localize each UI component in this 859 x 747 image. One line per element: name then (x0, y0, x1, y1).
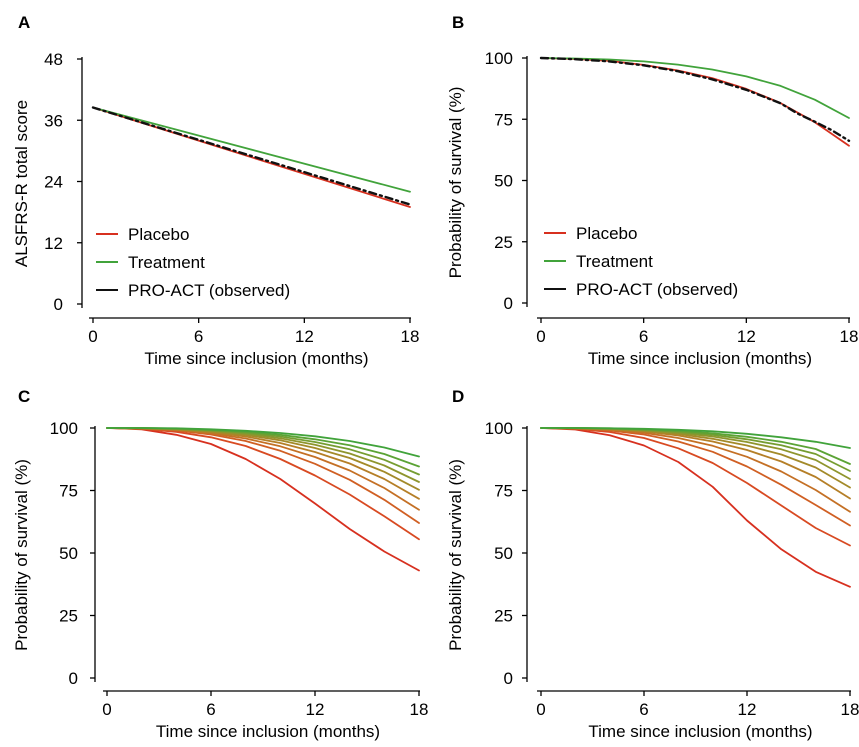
legend-label: Placebo (128, 225, 189, 244)
y-tick-label: 100 (485, 419, 513, 438)
x-axis-title: Time since inclusion (months) (588, 349, 812, 368)
x-axis-title: Time since inclusion (months) (156, 722, 380, 741)
legend-label: Treatment (128, 253, 205, 272)
panel-d: D 0 25 50 75 100 0 6 12 18 Time since inclusion (m… (446, 387, 859, 741)
y-tick-label: 75 (494, 482, 513, 501)
panel-a: A 0 12 24 36 48 0 6 12 18 Time since inclusion (mo… (12, 13, 419, 368)
series-line-1 (540, 427, 851, 588)
x-tick-label: 0 (88, 327, 97, 346)
y-tick-label: 0 (504, 669, 513, 688)
series-line-6 (540, 427, 851, 489)
y-tick-label: 50 (494, 172, 513, 191)
y-tick-label: 50 (494, 544, 513, 563)
x-tick-label: 6 (206, 700, 215, 719)
x-tick-label: 12 (738, 700, 757, 719)
x-axis-title: Time since inclusion (months) (144, 349, 368, 368)
y-tick-label: 75 (494, 110, 513, 129)
x-tick-label: 18 (840, 327, 859, 346)
series-line-1 (106, 427, 420, 572)
x-axis-title: Time since inclusion (months) (588, 722, 812, 741)
series-line-3 (91, 106, 412, 206)
legend-label: Treatment (576, 252, 653, 271)
series-line-10 (106, 427, 420, 458)
x-tick-label: 12 (306, 700, 325, 719)
series-line-3 (539, 56, 851, 143)
y-axis-title: Probability of survival (%) (446, 459, 465, 651)
panel-letter: C (18, 387, 30, 406)
y-tick-label: 75 (59, 482, 78, 501)
x-tick-label: 6 (639, 327, 648, 346)
legend-label: PRO-ACT (observed) (576, 280, 738, 299)
panel-letter: A (18, 13, 30, 32)
x-tick-label: 12 (295, 327, 314, 346)
y-tick-label: 36 (44, 111, 63, 130)
legend-label: PRO-ACT (observed) (128, 281, 290, 300)
legend-label: Placebo (576, 224, 637, 243)
y-tick-label: 0 (69, 669, 78, 688)
x-tick-label: 0 (536, 700, 545, 719)
x-tick-label: 12 (737, 327, 756, 346)
x-tick-label: 6 (639, 700, 648, 719)
panel-c: C 0 25 50 75 100 0 6 12 18 Time since inclusion (m… (12, 387, 428, 741)
x-tick-label: 18 (401, 327, 420, 346)
y-tick-label: 100 (50, 419, 78, 438)
x-tick-label: 0 (102, 700, 111, 719)
series-line-1 (540, 57, 850, 147)
series-line-2 (540, 57, 850, 119)
x-tick-label: 0 (536, 327, 545, 346)
series-line-5 (106, 427, 420, 500)
y-tick-label: 100 (485, 49, 513, 68)
panel-letter: D (452, 387, 464, 406)
y-axis-title: ALSFRS-R total score (12, 100, 31, 267)
y-tick-label: 12 (44, 234, 63, 253)
x-tick-label: 18 (410, 700, 429, 719)
x-tick-label: 18 (841, 700, 859, 719)
y-tick-label: 25 (494, 233, 513, 252)
y-axis-title: Probability of survival (%) (12, 459, 31, 651)
y-tick-label: 25 (59, 607, 78, 626)
panel-letter: B (452, 13, 464, 32)
y-tick-label: 48 (44, 50, 63, 69)
y-axis-title: Probability of survival (%) (446, 87, 465, 279)
y-tick-label: 0 (504, 294, 513, 313)
series-line-2 (92, 106, 411, 193)
y-tick-label: 24 (44, 173, 63, 192)
x-tick-label: 6 (194, 327, 203, 346)
series-line-1 (92, 106, 411, 208)
series-line-10 (540, 427, 851, 449)
y-tick-label: 25 (494, 607, 513, 626)
y-tick-label: 0 (54, 295, 63, 314)
y-tick-label: 50 (59, 544, 78, 563)
panel-b: B 0 25 50 75 100 0 6 12 18 Time since inclusion (m… (446, 13, 858, 368)
series-line-6 (106, 427, 420, 491)
